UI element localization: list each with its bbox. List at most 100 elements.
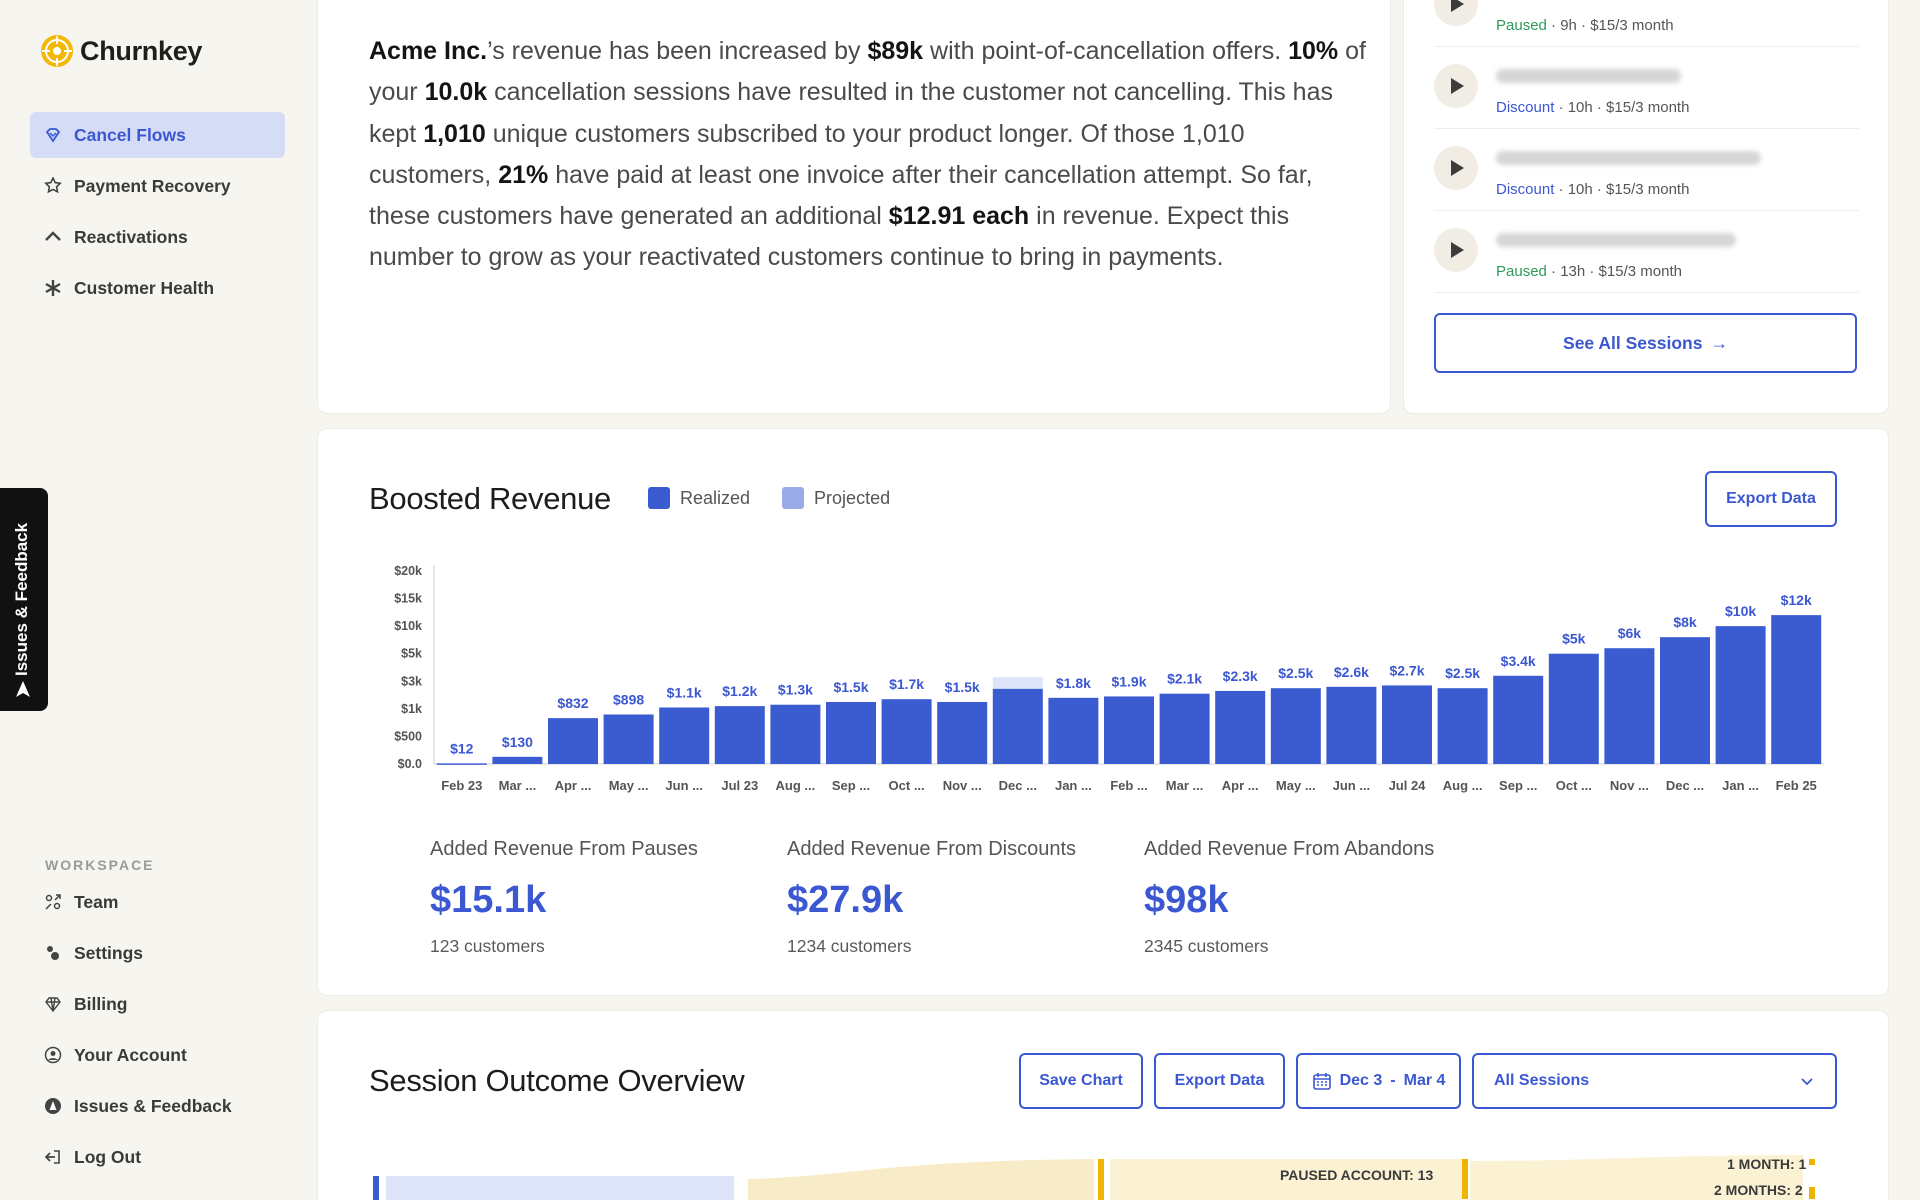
sidebar-item-label: Your Account [74,1044,187,1065]
bar-realized [1382,685,1432,764]
sankey-flow [1470,1155,1803,1200]
x-tick-label: Feb 23 [441,778,482,793]
x-tick-label: Feb ... [1110,778,1148,793]
bar-data-label: $8k [1673,614,1697,630]
issues-feedback-tab[interactable]: Issues & Feedback [0,488,48,711]
stat-customers: 1234 customers [787,936,912,956]
summary-text: in revenue. Expect this number to grow a… [369,202,1290,272]
bar-data-label: $10k [1725,603,1756,619]
bar-data-label: $2.3k [1223,668,1258,684]
boosted-revenue-title: Boosted Revenue [369,481,611,516]
sidebar-item-your-account[interactable]: Your Account [30,1032,285,1078]
sidebar-item-label: Log Out [74,1146,142,1167]
bar-realized [436,763,487,765]
session-details: · 9h · $15/3 month [1546,17,1674,34]
sankey-node-1-month [1809,1159,1815,1165]
y-tick-label: $5k [401,647,422,661]
session-row[interactable]: Discount · 10h · $15/3 month [1434,129,1859,211]
bar-realized [714,706,765,764]
save-chart-button[interactable]: Save Chart [1019,1053,1143,1109]
chevron-down-icon [1801,1078,1813,1086]
session-meta: Discount · 10h · $15/3 month [1496,99,1689,116]
pct-paid: 21% [498,160,549,189]
sidebar-item-settings[interactable]: Settings [30,930,285,976]
workspace-label: WORKSPACE [45,857,155,873]
play-icon[interactable] [1434,0,1478,26]
session-outcome-sankey: PAUSED ACCOUNT: 13 1 MONTH: 1 2 MONTHS: … [373,1155,1815,1200]
x-tick-label: Mar ... [1166,778,1204,793]
bar-realized [1771,615,1822,764]
sidebar-item-label: Cancel Flows [74,124,186,145]
sidebar-item-log-out[interactable]: Log Out [30,1134,285,1180]
x-tick-label: Nov ... [943,778,982,793]
bar-data-label: $2.1k [1167,671,1202,687]
sidebar-item-billing[interactable]: Billing [30,981,285,1027]
sankey-label-2-months: 2 MONTHS: 2 [1714,1182,1803,1198]
stat-label: Added Revenue From Discounts [787,838,1077,860]
bar-data-label: $1.5k [833,679,868,695]
sankey-flow [1110,1159,1462,1200]
stat-pauses: Added Revenue From Pauses $15.1k 123 cus… [430,838,698,957]
session-outcome-card: Session Outcome Overview Save Chart Expo… [317,1010,1889,1200]
session-meta: Paused · 13h · $15/3 month [1496,263,1682,280]
play-icon[interactable] [1434,228,1478,272]
date-separator: - [1390,1072,1396,1089]
play-icon[interactable] [1434,146,1478,190]
session-outcome-title: Session Outcome Overview [369,1063,745,1098]
date-from: Dec 3 [1339,1072,1383,1089]
sidebar-item-reactivations[interactable]: Reactivations [30,214,285,260]
date-range-picker[interactable]: Dec 3 - Mar 4 [1296,1053,1461,1109]
x-tick-label: Aug ... [776,778,816,793]
export-data-button[interactable]: Export Data [1705,471,1837,527]
x-tick-label: May ... [609,778,649,793]
bar-data-label: $2.5k [1445,665,1480,681]
arrow-right-icon: → [1710,332,1728,353]
summary-paragraph: Acme Inc.’s revenue has been increased b… [369,31,1369,279]
session-meta: Discount · 10h · $15/3 month [1496,181,1689,198]
bar-data-label: $3.4k [1501,653,1536,669]
x-tick-label: May ... [1276,778,1316,793]
logout-icon [44,1150,60,1164]
legend-label: Projected [814,487,891,508]
asterisk-icon [45,280,61,296]
x-tick-label: Jul 23 [721,778,758,793]
x-tick-label: Nov ... [1610,778,1649,793]
session-row[interactable]: Paused · 9h · $15/3 month [1434,0,1859,47]
sidebar-item-customer-health[interactable]: Customer Health [30,265,285,311]
summary-text: of your [369,37,1366,107]
see-all-sessions-button[interactable]: See All Sessions → [1434,313,1857,373]
bar-realized [992,688,1043,764]
sidebar: Churnkey Cancel Flows Payment Recovery R… [0,0,300,1200]
session-row[interactable]: Paused · 13h · $15/3 month [1434,211,1859,293]
session-row[interactable]: Discount · 10h · $15/3 month [1434,47,1859,129]
export-data-button[interactable]: Export Data [1154,1053,1285,1109]
brand[interactable]: Churnkey [40,34,202,68]
bar-realized [1270,688,1321,764]
summary-card: Acme Inc.’s revenue has been increased b… [317,0,1391,414]
bar-realized [770,704,821,764]
revenue-increase: $89k [867,37,924,65]
legend-item-realized: Realized [648,487,750,509]
stat-discounts: Added Revenue From Discounts $27.9k 1234… [787,838,1076,957]
bar-realized [937,701,988,764]
session-filter-select[interactable]: All Sessions [1472,1053,1837,1109]
bar-realized [1104,696,1154,764]
play-icon[interactable] [1434,64,1478,108]
legend-item-projected: Projected [782,487,890,509]
bar-data-label: $1.7k [889,676,924,692]
bar-realized [548,718,598,764]
bar-realized [603,714,654,764]
x-tick-label: Dec ... [1666,778,1704,793]
x-tick-label: Oct ... [1556,778,1592,793]
summary-text: cancellation sessions have resulted in t… [369,78,1333,148]
x-tick-label: Apr ... [555,778,592,793]
sidebar-item-payment-recovery[interactable]: Payment Recovery [30,163,285,209]
sidebar-item-label: Billing [74,993,128,1014]
feedback-icon [45,1098,61,1114]
stat-label: Added Revenue From Pauses [430,838,698,860]
sidebar-item-issues-feedback[interactable]: Issues & Feedback [30,1083,285,1129]
x-tick-label: Mar ... [499,778,537,793]
sidebar-item-team[interactable]: Team [30,879,285,925]
sidebar-item-cancel-flows[interactable]: Cancel Flows [30,112,285,158]
summary-text: ’s revenue has been increased by [487,37,868,65]
